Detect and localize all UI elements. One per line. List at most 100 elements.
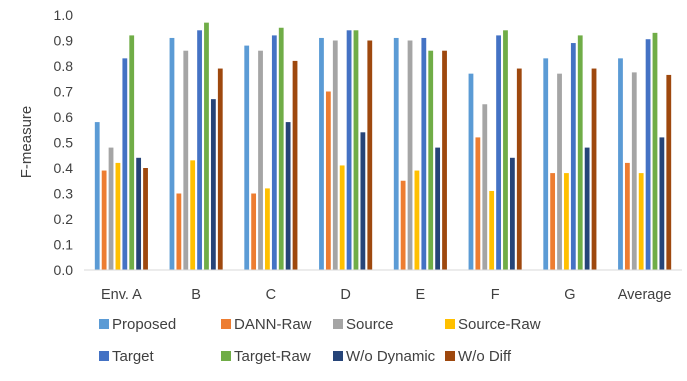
bar-source-6 xyxy=(557,73,562,271)
bar-target-raw-4 xyxy=(428,50,434,271)
y-tick-label: 0.9 xyxy=(54,33,74,49)
bar-w-o-diff-5 xyxy=(516,68,522,270)
x-tick-label: Average xyxy=(618,287,672,303)
bar-source-3 xyxy=(332,40,338,270)
y-tick-label: 0.1 xyxy=(54,237,74,253)
bar-target-raw-0 xyxy=(129,35,135,271)
bar-target-5 xyxy=(496,35,501,271)
x-tick-label: B xyxy=(191,287,201,303)
legend-label: Target xyxy=(112,348,155,365)
y-tick-label: 0.3 xyxy=(54,186,74,202)
bar-source-raw-1 xyxy=(190,160,196,270)
bar-dann-raw-5 xyxy=(475,137,481,270)
bar-w-o-dynamic-2 xyxy=(285,122,291,270)
bar-dann-raw-6 xyxy=(550,173,556,270)
bar-source-raw-3 xyxy=(339,165,345,270)
legend-swatch xyxy=(99,319,109,329)
bar-target-raw-2 xyxy=(278,27,284,270)
bar-w-o-diff-7 xyxy=(666,74,672,270)
bar-target-2 xyxy=(271,35,277,271)
legend-swatch xyxy=(333,351,343,361)
x-tick-label: Env. A xyxy=(101,287,142,303)
bar-w-o-diff-2 xyxy=(292,60,298,271)
legend-item-w-o-dynamic: W/o Dynamic xyxy=(333,348,436,365)
x-tick-label: E xyxy=(416,287,426,303)
bar-target-raw-1 xyxy=(204,22,209,271)
legend-item-source-raw: Source-Raw xyxy=(445,316,541,333)
bar-proposed-5 xyxy=(468,73,474,271)
legend-item-dann-raw: DANN-Raw xyxy=(221,316,312,333)
bar-target-6 xyxy=(570,43,576,270)
bar-proposed-1 xyxy=(169,37,175,271)
bar-w-o-dynamic-1 xyxy=(210,99,216,271)
legend-swatch xyxy=(333,319,343,329)
bar-target-raw-5 xyxy=(503,30,508,270)
y-axis: 0.0 0.1 0.2 0.3 0.4 0.5 0.6 0.7 0.8 0.9 1.0 xyxy=(54,7,74,278)
y-tick-label: 0.2 xyxy=(54,211,74,227)
bar-proposed-2 xyxy=(244,45,250,270)
y-tick-label: 0.8 xyxy=(54,58,74,74)
bar-target-raw-3 xyxy=(353,30,359,270)
y-tick-label: 1.0 xyxy=(54,7,74,23)
legend-label: Source-Raw xyxy=(458,316,541,333)
legend-item-source: Source xyxy=(333,316,394,333)
bar-source-raw-0 xyxy=(115,162,121,270)
bar-w-o-dynamic-3 xyxy=(360,132,366,270)
bar-dann-raw-2 xyxy=(251,193,257,270)
bar-source-raw-5 xyxy=(489,190,495,270)
bar-target-3 xyxy=(346,30,352,270)
x-tick-label: G xyxy=(564,287,575,303)
bar-target-raw-6 xyxy=(577,35,583,271)
x-axis: Env. A B C D E F G Average xyxy=(84,269,682,303)
bar-dann-raw-1 xyxy=(176,193,182,270)
legend-label: DANN-Raw xyxy=(234,316,312,333)
bar-dann-raw-4 xyxy=(400,180,406,270)
y-axis-label: F-measure xyxy=(18,106,35,179)
bar-w-o-diff-3 xyxy=(367,40,373,270)
legend-item-w-o-diff: W/o Diff xyxy=(445,348,512,365)
bar-w-o-dynamic-4 xyxy=(435,147,441,270)
legend-item-target-raw: Target-Raw xyxy=(221,348,311,365)
bar-w-o-diff-1 xyxy=(217,68,223,270)
bar-source-5 xyxy=(482,104,488,270)
x-tick-label: D xyxy=(340,287,350,303)
bar-dann-raw-3 xyxy=(325,91,331,270)
legend-label: Target-Raw xyxy=(234,348,311,365)
bar-source-raw-2 xyxy=(265,188,270,270)
legend-label: W/o Dynamic xyxy=(346,348,436,365)
bar-source-raw-4 xyxy=(414,170,420,270)
y-tick-label: 0.4 xyxy=(54,160,74,176)
bars xyxy=(94,22,672,271)
legend-label: Source xyxy=(346,316,394,333)
bar-source-2 xyxy=(258,50,263,271)
bar-w-o-diff-0 xyxy=(143,168,148,270)
x-tick-label: C xyxy=(266,287,276,303)
bar-source-7 xyxy=(631,72,637,271)
legend-label: W/o Diff xyxy=(458,348,512,365)
legend: Proposed DANN-Raw Source Source-Raw Target Ta… xyxy=(99,316,541,365)
y-tick-label: 0.0 xyxy=(54,262,74,278)
legend-swatch xyxy=(445,319,455,329)
bar-proposed-0 xyxy=(94,122,100,270)
bar-target-4 xyxy=(421,37,427,271)
bar-source-raw-7 xyxy=(638,173,644,270)
y-tick-label: 0.7 xyxy=(54,84,74,100)
bar-w-o-diff-6 xyxy=(591,68,597,270)
bar-proposed-7 xyxy=(618,58,623,270)
bar-target-0 xyxy=(122,58,128,270)
legend-swatch xyxy=(99,351,109,361)
bar-w-o-dynamic-7 xyxy=(659,137,665,270)
bar-target-raw-7 xyxy=(652,32,658,270)
bar-w-o-dynamic-5 xyxy=(509,157,515,270)
y-tick-label: 0.6 xyxy=(54,109,74,125)
legend-item-target: Target xyxy=(99,348,155,365)
bar-w-o-dynamic-0 xyxy=(136,157,142,270)
legend-swatch xyxy=(221,319,231,329)
bar-w-o-dynamic-6 xyxy=(584,147,590,270)
bar-target-7 xyxy=(645,39,651,270)
x-tick-label: F xyxy=(491,287,500,303)
legend-swatch xyxy=(445,351,455,361)
legend-label: Proposed xyxy=(112,316,176,333)
